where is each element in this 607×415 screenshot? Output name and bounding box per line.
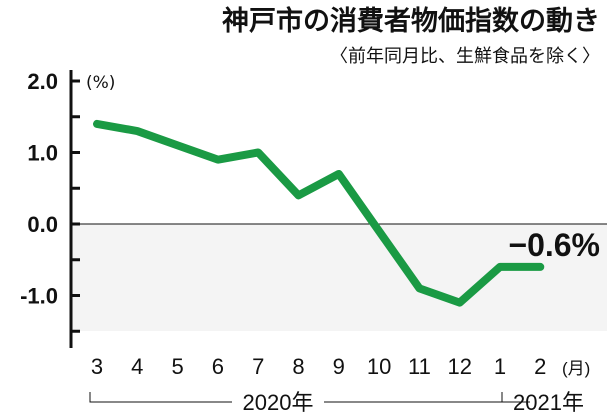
- series-line: [93, 119, 545, 307]
- x-tick-label: 5: [171, 354, 183, 379]
- negative-region: [71, 224, 607, 331]
- x-tick-label: 8: [292, 354, 304, 379]
- y-tick-label: -1.0: [20, 284, 58, 309]
- x-tick-label: 12: [447, 354, 471, 379]
- x-tick-label: 10: [367, 354, 391, 379]
- x-tick-label: 7: [252, 354, 264, 379]
- x-tick-label: 6: [212, 354, 224, 379]
- x-tick-label: 11: [408, 354, 431, 379]
- y-tick-label: 0.0: [27, 212, 58, 237]
- x-tick-label: 9: [333, 354, 345, 379]
- x-tick-label: 4: [131, 354, 143, 379]
- chart-title: 神戸市の消費者物価指数の動き: [222, 5, 600, 37]
- x-unit-label: (月): [562, 359, 590, 378]
- year-label-2020: 2020年: [243, 390, 314, 415]
- y-tick-label: 1.0: [27, 141, 58, 166]
- x-tick-label: 3: [91, 354, 103, 379]
- x-tick-label: 2: [534, 354, 546, 379]
- chart-subtitle: 〈前年同月比、生鮮食品を除く〉: [330, 46, 600, 67]
- x-tick-label: 1: [494, 354, 506, 379]
- y-unit-label: (%): [86, 73, 115, 93]
- y-tick-label: 2.0: [27, 69, 58, 94]
- year-label-2021: 2021年: [513, 390, 584, 415]
- latest-value-annotation: −0.6%: [508, 227, 600, 263]
- year-bracket-2020: [89, 392, 530, 403]
- year-bracket-2021: [501, 392, 512, 403]
